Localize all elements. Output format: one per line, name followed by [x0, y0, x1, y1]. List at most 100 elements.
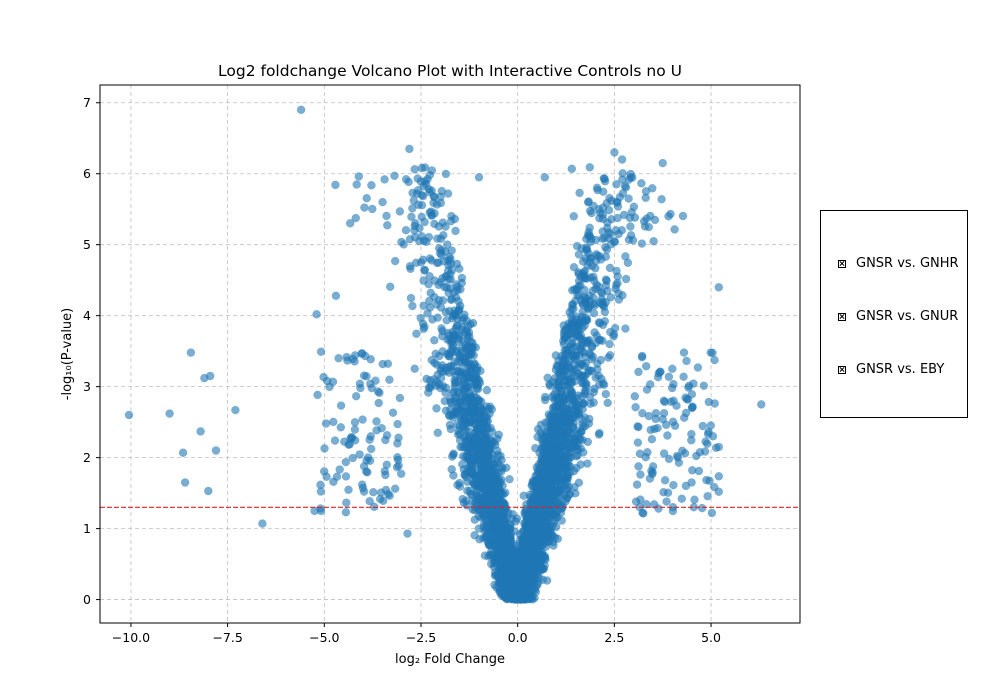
data-point [375, 494, 385, 504]
data-point [600, 307, 610, 317]
data-point [446, 362, 456, 371]
data-point [446, 216, 456, 226]
data-point [196, 427, 205, 436]
data-point [548, 455, 558, 464]
data-point [476, 403, 486, 413]
data-point [474, 424, 483, 433]
data-point [574, 269, 584, 279]
data-point [425, 208, 435, 217]
data-point [341, 507, 351, 517]
control-gnsr-vs-gnur[interactable]: GNSR vs. GNUR [838, 309, 958, 324]
data-point [694, 466, 704, 476]
x-tick-label: −2.5 [406, 630, 436, 645]
data-point [639, 509, 648, 518]
data-point [703, 491, 712, 501]
data-point [351, 391, 361, 401]
data-point [500, 533, 510, 542]
data-point [493, 450, 503, 460]
data-point [350, 418, 360, 427]
data-point [348, 453, 358, 463]
data-point [434, 222, 444, 231]
data-point [465, 359, 475, 369]
data-point [445, 420, 455, 430]
data-point [687, 429, 696, 439]
data-point [515, 588, 525, 597]
data-point [413, 174, 422, 183]
data-point [322, 376, 332, 386]
data-point [383, 221, 392, 230]
data-point [360, 203, 369, 212]
data-points [124, 105, 766, 604]
data-point [186, 348, 196, 357]
data-point [417, 200, 427, 210]
data-point [432, 258, 442, 268]
data-point [474, 173, 484, 182]
data-point [570, 360, 579, 370]
data-point [554, 382, 563, 391]
data-point [351, 213, 361, 223]
data-point [533, 505, 542, 515]
control-gnsr-vs-eby[interactable]: GNSR vs. EBY [838, 362, 944, 377]
data-point [581, 245, 591, 255]
data-point [488, 509, 497, 519]
y-tick-label: 4 [83, 308, 91, 323]
data-point [569, 368, 578, 377]
data-point [588, 286, 598, 295]
data-point [537, 549, 547, 559]
data-point [525, 561, 534, 571]
data-point [569, 212, 579, 221]
data-point [631, 497, 641, 506]
data-point [592, 331, 601, 340]
data-point [585, 414, 594, 424]
data-point [592, 250, 601, 259]
data-point [401, 225, 411, 235]
data-point [442, 316, 451, 325]
data-point [336, 423, 346, 432]
data-point [336, 401, 346, 410]
data-point [669, 379, 678, 389]
data-point [666, 397, 676, 406]
data-point [416, 258, 426, 267]
data-point [489, 498, 498, 508]
data-point [388, 408, 398, 417]
data-point [580, 285, 589, 295]
data-point [494, 475, 504, 485]
checkbox-icon[interactable] [838, 365, 846, 374]
data-point [455, 352, 464, 361]
data-point [578, 420, 587, 429]
data-point [541, 418, 550, 427]
data-point [659, 487, 668, 497]
data-point [390, 484, 400, 493]
checkbox-icon[interactable] [838, 312, 846, 321]
data-point [452, 321, 462, 330]
control-label: GNSR vs. EBY [856, 362, 945, 377]
data-point [578, 404, 587, 414]
data-point [525, 490, 535, 500]
data-point [390, 256, 400, 266]
data-point [358, 349, 367, 358]
data-point [430, 336, 439, 345]
data-point [559, 393, 568, 403]
data-point [561, 365, 570, 375]
data-point [648, 462, 658, 471]
data-point [700, 447, 710, 456]
data-point [438, 273, 447, 283]
data-point [568, 390, 577, 400]
data-point [331, 180, 340, 190]
data-point [632, 480, 642, 489]
data-point [359, 462, 369, 471]
data-point [469, 400, 479, 410]
data-point [660, 476, 670, 485]
data-point [486, 423, 495, 433]
data-point [461, 379, 470, 389]
data-point [646, 425, 655, 435]
data-point [679, 372, 688, 381]
x-tick-label: 0.0 [508, 630, 528, 645]
data-point [681, 481, 691, 491]
data-point [396, 469, 406, 479]
checkbox-icon[interactable] [838, 259, 846, 268]
control-gnsr-vs-gnhr[interactable]: GNSR vs. GNHR [838, 256, 959, 271]
data-point [581, 254, 590, 263]
data-point [591, 338, 601, 348]
data-point [581, 336, 590, 345]
